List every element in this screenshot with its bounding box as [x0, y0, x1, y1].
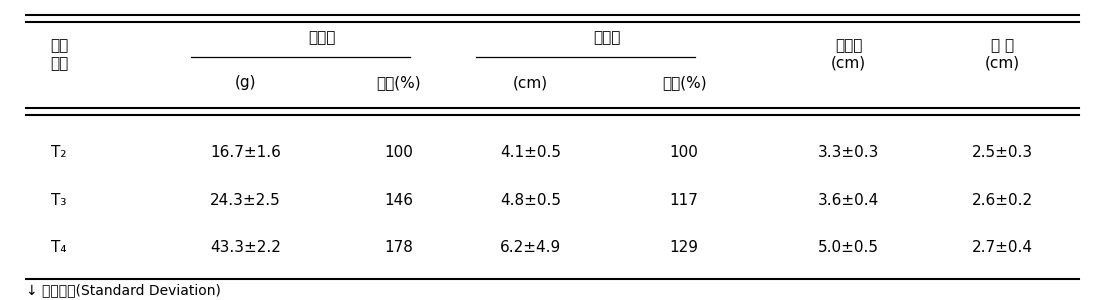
Text: 178: 178 — [385, 240, 413, 255]
Text: T₂: T₂ — [51, 145, 66, 160]
Text: 5.0±0.5: 5.0±0.5 — [818, 240, 880, 255]
Text: 129: 129 — [670, 240, 698, 255]
Text: 117: 117 — [670, 193, 698, 208]
Text: T₃: T₃ — [51, 193, 66, 208]
Text: 100: 100 — [670, 145, 698, 160]
Text: 2.7±0.4: 2.7±0.4 — [971, 240, 1033, 255]
Text: ↓ 표준편차(Standard Deviation): ↓ 표준편차(Standard Deviation) — [27, 283, 221, 297]
Text: 4.8±0.5: 4.8±0.5 — [501, 193, 561, 208]
Text: 장구경: 장구경 — [593, 30, 621, 45]
Text: T₄: T₄ — [51, 240, 66, 255]
Text: 단구경
(cm): 단구경 (cm) — [831, 38, 866, 71]
Text: 16.7±1.6: 16.7±1.6 — [210, 145, 281, 160]
Text: (g): (g) — [234, 75, 256, 90]
Text: 비율(%): 비율(%) — [377, 75, 421, 90]
Text: 2.5±0.3: 2.5±0.3 — [971, 145, 1033, 160]
Text: 6.2±4.9: 6.2±4.9 — [499, 240, 561, 255]
Text: 2.6±0.2: 2.6±0.2 — [971, 193, 1033, 208]
Text: 건조중: 건조중 — [308, 30, 336, 45]
Text: 43.3±2.2: 43.3±2.2 — [210, 240, 281, 255]
Text: 4.1±0.5: 4.1±0.5 — [501, 145, 561, 160]
Text: (cm): (cm) — [513, 75, 548, 90]
Text: 100: 100 — [385, 145, 413, 160]
Text: 3.3±0.3: 3.3±0.3 — [818, 145, 880, 160]
Text: 3.6±0.4: 3.6±0.4 — [818, 193, 880, 208]
Text: 구 고
(cm): 구 고 (cm) — [985, 38, 1020, 71]
Text: 24.3±2.5: 24.3±2.5 — [210, 193, 281, 208]
Text: 146: 146 — [385, 193, 413, 208]
Text: 비율(%): 비율(%) — [662, 75, 706, 90]
Text: 구근
단계: 구근 단계 — [50, 38, 69, 71]
